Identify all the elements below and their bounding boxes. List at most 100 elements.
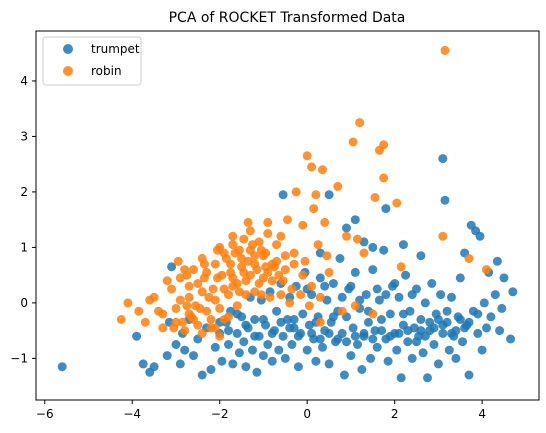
data-point-robin: [193, 279, 203, 288]
data-point-trumpet: [464, 370, 474, 380]
data-point-robin: [438, 231, 448, 241]
data-point-trumpet: [363, 317, 373, 327]
data-point-trumpet: [250, 331, 260, 341]
data-point-trumpet: [398, 240, 408, 250]
x-tick-label: −6: [36, 407, 54, 421]
data-point-trumpet: [328, 312, 338, 322]
data-point-robin: [219, 315, 229, 324]
data-point-trumpet: [350, 267, 360, 277]
data-point-robin: [353, 234, 362, 244]
data-point-trumpet: [377, 326, 386, 336]
data-point-robin: [208, 284, 218, 294]
data-point-robin: [239, 267, 249, 277]
data-point-trumpet: [337, 292, 347, 302]
data-point-trumpet: [374, 295, 384, 305]
data-point-robin: [276, 290, 286, 300]
data-point-trumpet: [258, 315, 268, 324]
data-point-robin: [182, 270, 192, 280]
chart-title: PCA of ROCKET Transformed Data: [169, 10, 406, 26]
data-point-trumpet: [293, 331, 303, 341]
data-point-robin: [189, 265, 198, 275]
data-point-trumpet: [412, 337, 421, 347]
legend-label-trumpet: trumpet: [91, 42, 140, 56]
data-point-trumpet: [328, 279, 338, 288]
data-point-robin: [342, 231, 351, 241]
data-point-trumpet: [324, 328, 334, 338]
data-point-trumpet: [232, 309, 242, 319]
data-point-robin: [320, 217, 330, 227]
data-point-trumpet: [438, 320, 448, 330]
data-point-trumpet: [241, 362, 251, 372]
legend-marker-robin: [63, 66, 73, 76]
data-point-trumpet: [455, 315, 465, 324]
data-point-trumpet: [383, 356, 393, 366]
data-point-robin: [348, 137, 358, 147]
data-point-trumpet: [475, 231, 485, 241]
data-point-trumpet: [239, 337, 249, 347]
data-point-trumpet: [508, 287, 518, 297]
data-point-robin: [252, 265, 262, 275]
y-tick-label: 4: [20, 74, 28, 88]
data-point-trumpet: [287, 340, 297, 349]
data-point-trumpet: [403, 326, 413, 336]
x-tick-label: 2: [391, 407, 399, 421]
data-point-robin: [276, 231, 286, 241]
data-point-trumpet: [458, 337, 467, 347]
data-point-robin: [175, 295, 185, 305]
data-point-robin: [464, 254, 474, 263]
data-point-robin: [267, 276, 277, 286]
data-point-trumpet: [440, 195, 450, 205]
data-point-trumpet: [361, 290, 371, 300]
data-point-robin: [285, 298, 295, 308]
data-point-robin: [226, 267, 236, 277]
data-point-trumpet: [357, 365, 367, 374]
data-point-robin: [184, 281, 194, 291]
data-point-robin: [482, 265, 491, 275]
data-point-trumpet: [495, 326, 505, 336]
data-point-trumpet: [396, 373, 406, 383]
data-point-trumpet: [490, 290, 500, 300]
data-point-trumpet: [267, 328, 277, 338]
data-point-robin: [263, 217, 273, 227]
data-point-trumpet: [350, 215, 360, 225]
data-point-robin: [182, 301, 192, 311]
data-point-trumpet: [477, 345, 487, 355]
data-point-robin: [199, 259, 209, 269]
data-point-trumpet: [442, 306, 452, 316]
data-point-trumpet: [311, 356, 321, 366]
plot-points: [57, 45, 518, 383]
data-point-trumpet: [280, 353, 290, 363]
data-point-robin: [379, 140, 389, 150]
data-point-robin: [350, 301, 360, 311]
data-point-robin: [158, 323, 168, 333]
data-point-robin: [307, 281, 317, 291]
data-point-trumpet: [278, 331, 288, 341]
data-point-trumpet: [342, 337, 351, 347]
data-point-trumpet: [289, 315, 299, 324]
data-point-robin: [396, 262, 406, 272]
data-point-robin: [206, 315, 216, 324]
data-point-robin: [221, 254, 231, 263]
data-point-trumpet: [315, 273, 325, 283]
data-point-robin: [195, 303, 205, 313]
data-point-trumpet: [473, 328, 483, 338]
data-point-trumpet: [318, 342, 327, 352]
data-point-robin: [261, 262, 271, 272]
data-point-trumpet: [497, 303, 507, 313]
data-point-trumpet: [433, 359, 443, 369]
data-point-robin: [289, 259, 299, 269]
data-point-robin: [280, 251, 290, 261]
data-point-trumpet: [180, 345, 190, 355]
y-tick-label: 1: [20, 240, 28, 254]
data-point-robin: [318, 165, 327, 175]
data-point-trumpet: [366, 353, 376, 363]
data-point-robin: [232, 301, 242, 311]
legend-label-robin: robin: [91, 64, 122, 78]
x-tick-label: 0: [303, 407, 311, 421]
data-point-robin: [309, 204, 319, 214]
data-point-trumpet: [416, 315, 426, 324]
data-point-robin: [239, 234, 249, 244]
data-point-robin: [280, 265, 290, 275]
data-point-robin: [258, 273, 268, 283]
data-point-robin: [228, 240, 238, 250]
